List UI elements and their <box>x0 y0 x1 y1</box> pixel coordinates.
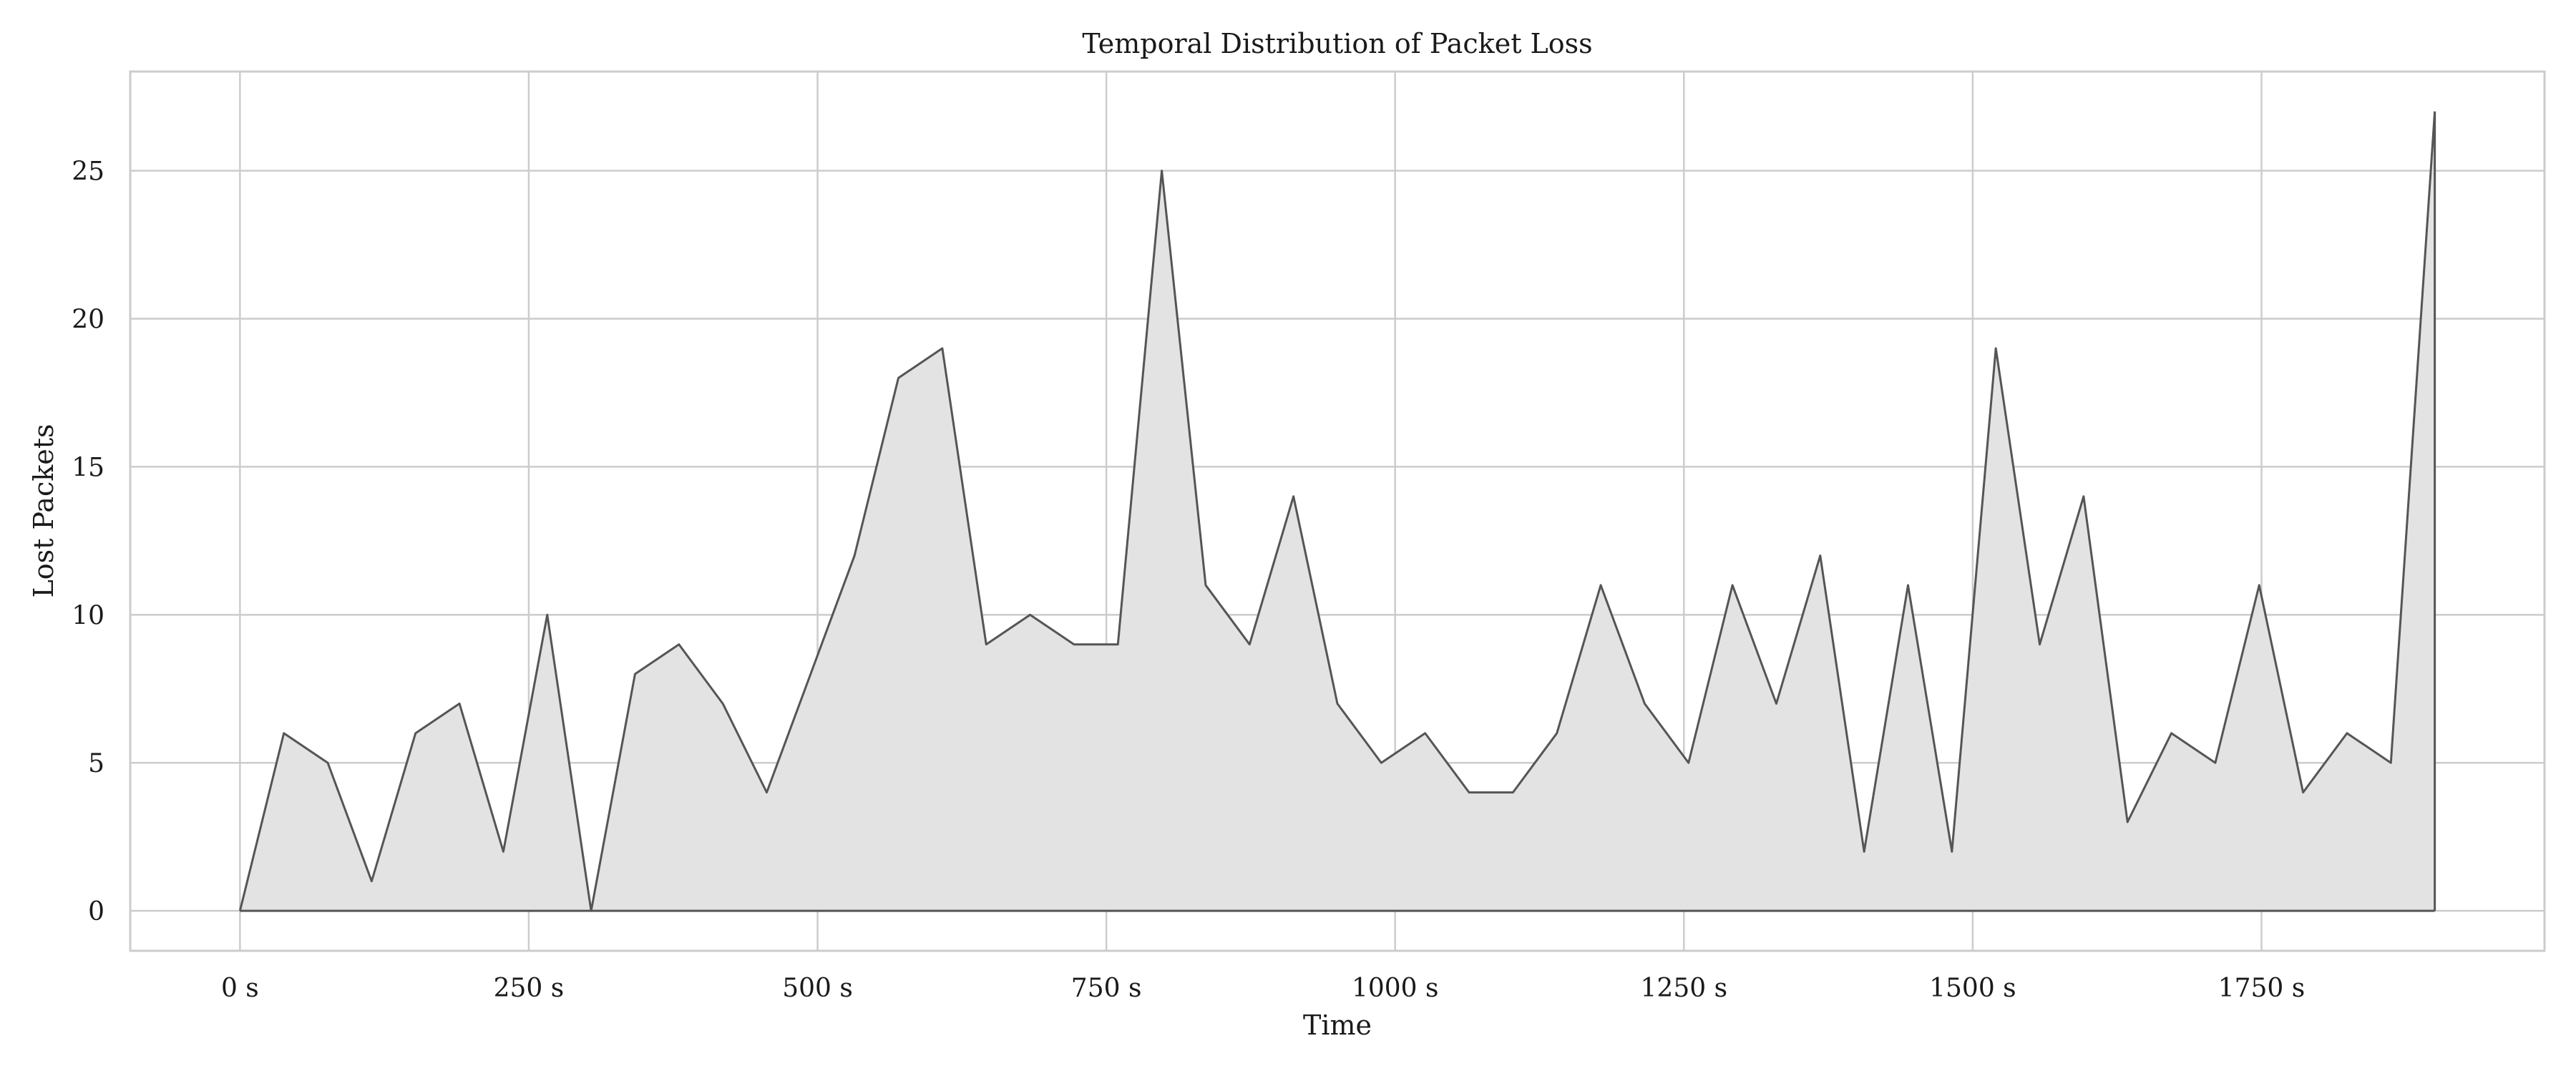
x-tick-label: 750 s <box>1071 974 1142 1003</box>
x-tick-label: 500 s <box>782 974 853 1003</box>
data-point <box>897 377 899 379</box>
x-tick-label: 1500 s <box>1929 974 2016 1003</box>
data-point <box>678 643 680 645</box>
data-point <box>766 791 768 793</box>
data-point <box>1424 732 1426 734</box>
plot-border <box>129 70 2546 952</box>
data-point <box>2390 762 2392 764</box>
data-point <box>327 762 329 764</box>
data-point <box>634 673 636 675</box>
x-axis-title: Time <box>1303 1009 1372 1041</box>
data-point <box>502 851 504 853</box>
data-point <box>1775 703 1777 705</box>
data-point <box>414 732 416 734</box>
y-axis-title: Lost Packets <box>28 424 59 597</box>
data-point <box>2434 110 2436 112</box>
grid-lines <box>130 72 2545 951</box>
y-tick-label: 10 <box>72 601 104 630</box>
data-point <box>459 703 461 705</box>
plot-frame <box>129 70 2546 952</box>
data-point <box>985 643 987 645</box>
data-point <box>809 673 811 675</box>
data-point <box>2170 732 2172 734</box>
y-tick-label: 20 <box>72 305 104 335</box>
data-point <box>1907 584 1909 586</box>
data-point <box>1732 584 1734 586</box>
series-area-fill <box>240 111 2435 911</box>
data-point <box>1863 851 1865 853</box>
data-point <box>1161 170 1163 172</box>
data-point <box>546 614 548 616</box>
area-layer <box>238 110 2436 912</box>
data-point <box>1117 643 1119 645</box>
data-point <box>1380 762 1382 764</box>
y-tick-label: 5 <box>88 749 104 778</box>
data-point <box>283 732 285 734</box>
data-point <box>1204 584 1206 586</box>
x-tick-label: 1250 s <box>1641 974 1728 1003</box>
data-point <box>2039 643 2041 645</box>
data-point <box>1249 643 1251 645</box>
data-point <box>1292 495 1294 497</box>
data-point <box>1951 851 1953 853</box>
data-point <box>1468 791 1470 793</box>
data-point <box>1687 762 1689 764</box>
data-point <box>1512 791 1514 793</box>
chart-title: Temporal Distribution of Packet Loss <box>1082 28 1592 59</box>
data-point <box>239 910 241 912</box>
data-point <box>1029 614 1031 616</box>
data-point <box>371 880 373 882</box>
tick-labels: 0 s 250 s 500 s 750 s 1000 s 1250 s 1500 s 1750… <box>72 157 2305 1003</box>
data-point <box>2214 762 2216 764</box>
series-line <box>238 111 2436 912</box>
data-point <box>941 347 943 349</box>
data-point <box>722 703 724 705</box>
data-point <box>2302 791 2304 793</box>
x-tick-label: 0 s <box>221 974 259 1003</box>
y-tick-label: 25 <box>72 157 104 187</box>
y-tick-label: 0 <box>88 897 104 926</box>
data-point <box>2082 495 2084 497</box>
x-tick-label: 1000 s <box>1352 974 1439 1003</box>
data-point <box>1644 703 1646 705</box>
data-point <box>1995 347 1997 349</box>
data-point <box>2127 821 2129 823</box>
data-point <box>2258 584 2260 586</box>
data-point <box>1556 732 1558 734</box>
data-point <box>1073 643 1075 645</box>
data-point <box>1819 554 1821 557</box>
y-tick-label: 15 <box>72 453 104 482</box>
data-point <box>2346 732 2348 734</box>
data-point <box>590 910 592 912</box>
data-point <box>854 554 856 557</box>
data-point <box>1600 584 1602 586</box>
x-tick-label: 1750 s <box>2218 974 2306 1003</box>
data-point <box>1337 703 1339 705</box>
x-tick-label: 250 s <box>494 974 565 1003</box>
